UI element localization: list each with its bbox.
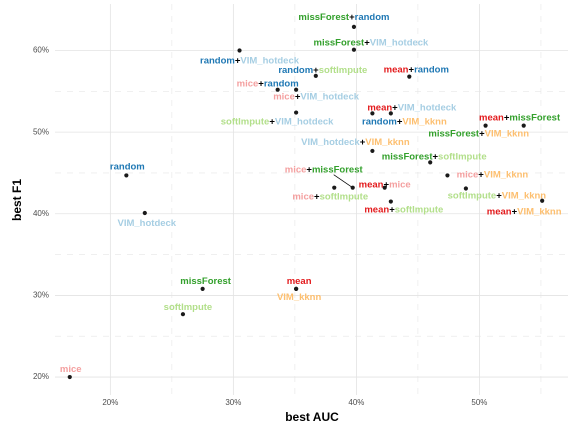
y-tick-label: 30% [33,291,49,300]
point [275,87,280,92]
point-label: mice+VIM_kknn [457,169,529,180]
point [294,110,299,115]
y-tick-label: 60% [33,46,49,55]
point [428,160,433,165]
x-tick-label: 20% [102,398,118,407]
point-label: random+VIM_kknn [362,116,447,127]
point-label: softImpute [164,302,213,313]
point [237,48,242,53]
point-label: mice+missForest [285,164,364,175]
point [67,374,72,380]
point-label: mean+VIM_kknn [487,206,562,217]
point [180,312,186,317]
point [294,87,299,92]
y-axis-title: best F1 [10,179,24,221]
point [463,186,468,191]
point [483,123,488,128]
y-tick-label: 20% [33,372,49,381]
point [388,111,393,116]
point [313,73,318,78]
point-label: random+softImpute [278,64,367,75]
x-axis-title: best AUC [285,410,339,424]
x-tick-label: 30% [225,398,241,407]
point-label: missForest+VIM_hotdeck [314,37,430,48]
point-label: mean [287,275,312,286]
point-label: mean+random [384,64,449,75]
point-label: mean+mice [359,179,411,190]
point [351,47,357,52]
point [350,185,355,190]
point-label: mice+softImpute [292,191,368,202]
point-label: missForest+softImpute [382,151,487,162]
point [540,198,545,203]
point-label: mice+VIM_hotdeck [273,91,360,102]
point-label: softImpute+VIM_hotdeck [221,116,334,127]
y-tick-label: 50% [33,127,49,136]
point [445,173,450,178]
point-label: mean+missForest [479,112,561,123]
point-label: softImpute+VIM_kknn [448,190,547,201]
point-label: VIM_kknn [277,291,322,302]
point [142,210,147,216]
point [370,111,375,116]
point-label: mean+VIM_hotdeck [367,102,457,113]
point-label: missForest+VIM_kknn [428,128,529,139]
point [370,148,375,154]
point-label: missForest [180,275,232,286]
point-label: VIM_hotdeck [118,217,177,228]
point-label: missForest+random [298,11,389,22]
x-tick-label: 40% [348,398,364,407]
point [332,185,337,190]
point-label: mice+random [237,78,299,89]
point [294,286,299,291]
x-tick-label: 50% [471,398,487,407]
point [382,185,387,190]
point-label: random [110,161,145,172]
point-label: VIM_hotdeck+VIM_kknn [301,136,410,147]
point [124,173,129,178]
leader-line [333,174,353,188]
y-tick-label: 40% [33,209,49,218]
point [521,123,526,128]
point [351,24,357,29]
point [200,286,205,291]
point-label: mice [60,364,82,375]
point-label: random+VIM_hotdeck [200,55,300,66]
point [407,74,412,79]
point-label: mean+softImpute [364,204,443,215]
point [388,199,393,204]
